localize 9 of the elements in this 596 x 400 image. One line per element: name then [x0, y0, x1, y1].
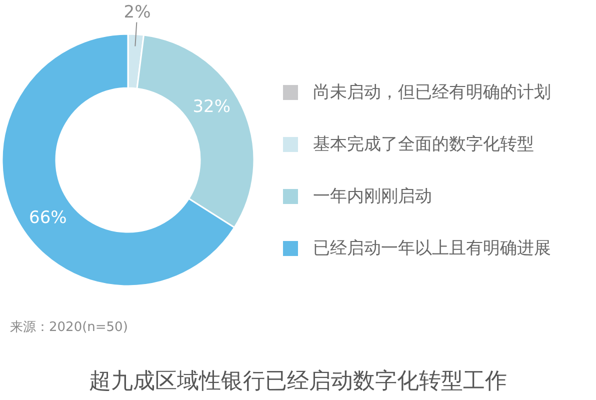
source-note: 来源：2020(n=50): [10, 319, 128, 336]
legend-label: 基本完成了全面的数字化转型: [313, 134, 534, 154]
data-label: 66%: [29, 208, 67, 228]
data-label: 2%: [124, 2, 151, 22]
legend-label: 已经启动一年以上且有明确进展: [313, 238, 551, 258]
text: 超九成区域性银行已经启动数字化转型工作: [88, 368, 508, 396]
legend-label: 一年内刚刚启动: [313, 186, 432, 206]
data-label: 32%: [192, 96, 230, 117]
legend-label: 尚未启动，但已经有明确的计划: [313, 82, 551, 102]
